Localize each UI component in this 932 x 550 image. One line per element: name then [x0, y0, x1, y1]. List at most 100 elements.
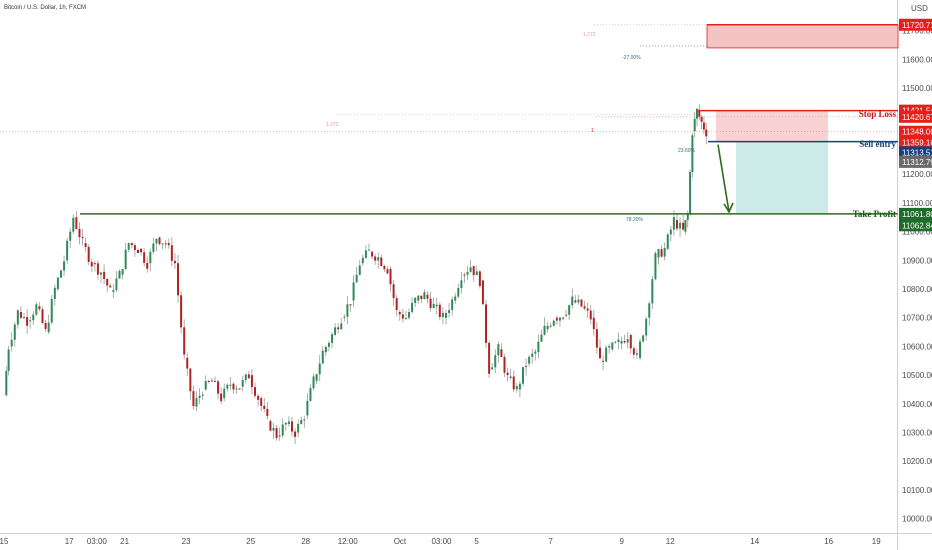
candle-body — [377, 257, 380, 261]
candle-body — [691, 135, 694, 172]
x-tick-label: 03:00 — [87, 537, 108, 546]
candle-body — [404, 318, 407, 320]
x-axis-ticks: 15 17 03:00 21 23 25 28 12:00 Oct 03:00 5 7 9 12 14 16 1… — [0, 537, 881, 546]
candle-body — [355, 274, 358, 283]
candle-body — [598, 347, 601, 359]
candle-body — [478, 271, 481, 286]
candle-body — [254, 387, 257, 396]
y-tick-label: 11700.00 — [902, 27, 932, 36]
candle-body — [512, 376, 515, 390]
candle-body — [5, 370, 8, 396]
take-profit-label[interactable]: Take Profit — [853, 209, 896, 219]
candle-body — [290, 421, 293, 432]
candle-body — [497, 344, 500, 356]
candle-body — [217, 381, 220, 394]
candle-body — [485, 304, 488, 343]
candle-body — [696, 108, 698, 119]
candle-body — [38, 306, 41, 310]
candle-body — [106, 279, 109, 286]
candle-body — [112, 290, 115, 292]
x-tick-label: 14 — [750, 537, 759, 546]
candle-body — [361, 257, 364, 264]
candle-body — [312, 376, 315, 389]
candle-body — [518, 383, 521, 390]
candle-body — [426, 294, 429, 299]
candle-body — [481, 280, 484, 305]
price-tag — [899, 110, 932, 123]
candle-body — [457, 287, 460, 297]
candle-body — [583, 306, 586, 309]
candle-body — [207, 380, 210, 382]
candle-body — [84, 243, 87, 247]
y-tick-label: 11500.00 — [902, 84, 932, 93]
candle-body — [395, 298, 398, 311]
x-tick-label: 19 — [872, 537, 881, 546]
candle-body — [543, 325, 546, 335]
candle-body — [56, 277, 59, 290]
candle-body — [334, 327, 337, 335]
candle-body — [272, 428, 275, 431]
candle-body — [260, 398, 263, 406]
candle-body — [682, 222, 685, 230]
candle-body — [392, 284, 395, 299]
trade-levels[interactable] — [80, 109, 898, 215]
candle-body — [367, 249, 370, 251]
candle-body — [648, 303, 651, 318]
candle-body — [623, 341, 626, 343]
candle-body — [371, 251, 374, 257]
x-tick-label: 25 — [246, 537, 255, 546]
candle-body — [303, 419, 306, 421]
candle-body — [448, 310, 451, 313]
candle-body — [684, 220, 687, 232]
y-tick-label: 10500.00 — [902, 371, 932, 380]
candle-body — [463, 274, 466, 276]
candle-body — [269, 421, 272, 431]
candle-body — [59, 270, 62, 278]
candle-body — [13, 324, 16, 340]
candlesticks — [5, 104, 708, 444]
candle-body — [611, 342, 614, 350]
candle-body — [503, 356, 506, 373]
candle-body — [401, 314, 404, 319]
price-tags: 11720.7111421.5411420.6711348.0011359.16… — [899, 18, 932, 232]
price-tag — [899, 219, 932, 232]
candle-body — [192, 391, 195, 407]
x-tick-label: 7 — [548, 537, 553, 546]
candle-body — [226, 384, 229, 389]
candle-body — [72, 217, 75, 232]
stop-loss-label[interactable]: Stop Loss — [859, 109, 897, 119]
candle-body — [35, 304, 38, 315]
candle-body — [195, 398, 198, 407]
candle-body — [380, 257, 383, 266]
price-tag-label: 11420.67 — [902, 113, 932, 122]
trade-zones — [0, 23, 899, 214]
candle-body — [349, 304, 352, 306]
candle-body — [589, 310, 592, 320]
x-tick-label: 5 — [474, 537, 479, 546]
fib-ext-ratio-label: 1.272 — [583, 32, 596, 38]
candle-body — [417, 295, 420, 301]
candle-body — [509, 376, 512, 379]
fib-extension-zone — [706, 24, 899, 49]
candle-body — [140, 248, 143, 253]
candle-body — [152, 243, 155, 252]
candle-body — [562, 317, 565, 319]
sell-entry-label[interactable]: Sell entry — [859, 139, 896, 149]
candle-body — [189, 368, 192, 392]
candle-body — [26, 317, 29, 326]
x-tick-label: 03:00 — [431, 537, 452, 546]
price-axis-area[interactable] — [898, 0, 932, 550]
candle-body — [389, 268, 392, 285]
candle-body — [130, 243, 133, 246]
candle-body — [411, 303, 414, 313]
candle-body — [284, 422, 287, 425]
candle-body — [374, 256, 377, 261]
candle-body — [580, 299, 583, 307]
candle-body — [44, 322, 47, 329]
candle-body — [53, 287, 56, 299]
candle-body — [41, 309, 44, 323]
fib-mid-one-label: 1 — [591, 128, 594, 134]
candle-body — [705, 129, 708, 137]
candle-body — [700, 116, 703, 122]
